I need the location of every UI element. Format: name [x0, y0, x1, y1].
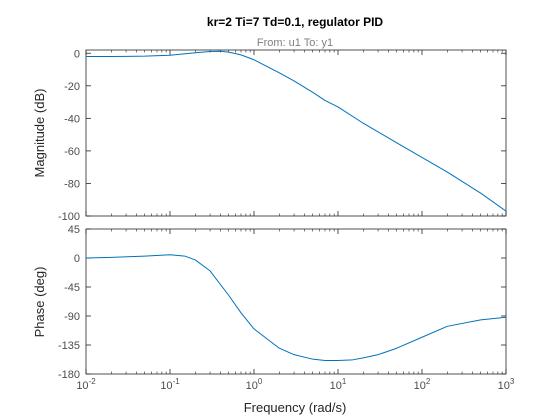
phase-plot-box	[85, 228, 507, 375]
phase-y-tick-label: -45	[64, 282, 80, 294]
x-tick-label: 103	[498, 377, 515, 392]
magnitude-y-tick-label: -60	[64, 146, 80, 158]
phase-y-tick-label: -135	[58, 340, 80, 352]
magnitude-plot-box	[85, 49, 507, 217]
magnitude-axes: 0 -20 -40 -60 -80 -100	[58, 48, 507, 223]
phase-y-tick-label: -180	[58, 369, 80, 381]
x-tick-label: 10-2	[76, 377, 96, 392]
phase-series-line	[86, 254, 506, 361]
magnitude-y-tick-label: 0	[74, 48, 80, 60]
x-axis-label: Frequency (rad/s)	[244, 400, 347, 415]
magnitude-y-label: Magnitude (dB)	[32, 89, 47, 178]
phase-y-label: Phase (deg)	[32, 267, 47, 338]
phase-y-tick-label: -90	[64, 311, 80, 323]
chart-title: kr=2 Ti=7 Td=0.1, regulator PID	[207, 15, 384, 29]
x-tick-label: 100	[246, 377, 263, 392]
magnitude-y-tick-label: -80	[64, 178, 80, 190]
x-tick-label: 10-1	[160, 377, 180, 392]
x-tick-label: 102	[414, 377, 431, 392]
magnitude-series-line	[86, 50, 506, 212]
magnitude-y-tick-label: -100	[58, 211, 80, 223]
chart-subtitle: From: u1 To: y1	[257, 37, 333, 49]
x-tick-label: 101	[330, 377, 347, 392]
phase-y-tick-label: 45	[68, 224, 80, 236]
magnitude-y-tick-label: -40	[64, 113, 80, 125]
phase-y-tick-label: 0	[74, 253, 80, 265]
magnitude-y-tick-label: -20	[64, 81, 80, 93]
